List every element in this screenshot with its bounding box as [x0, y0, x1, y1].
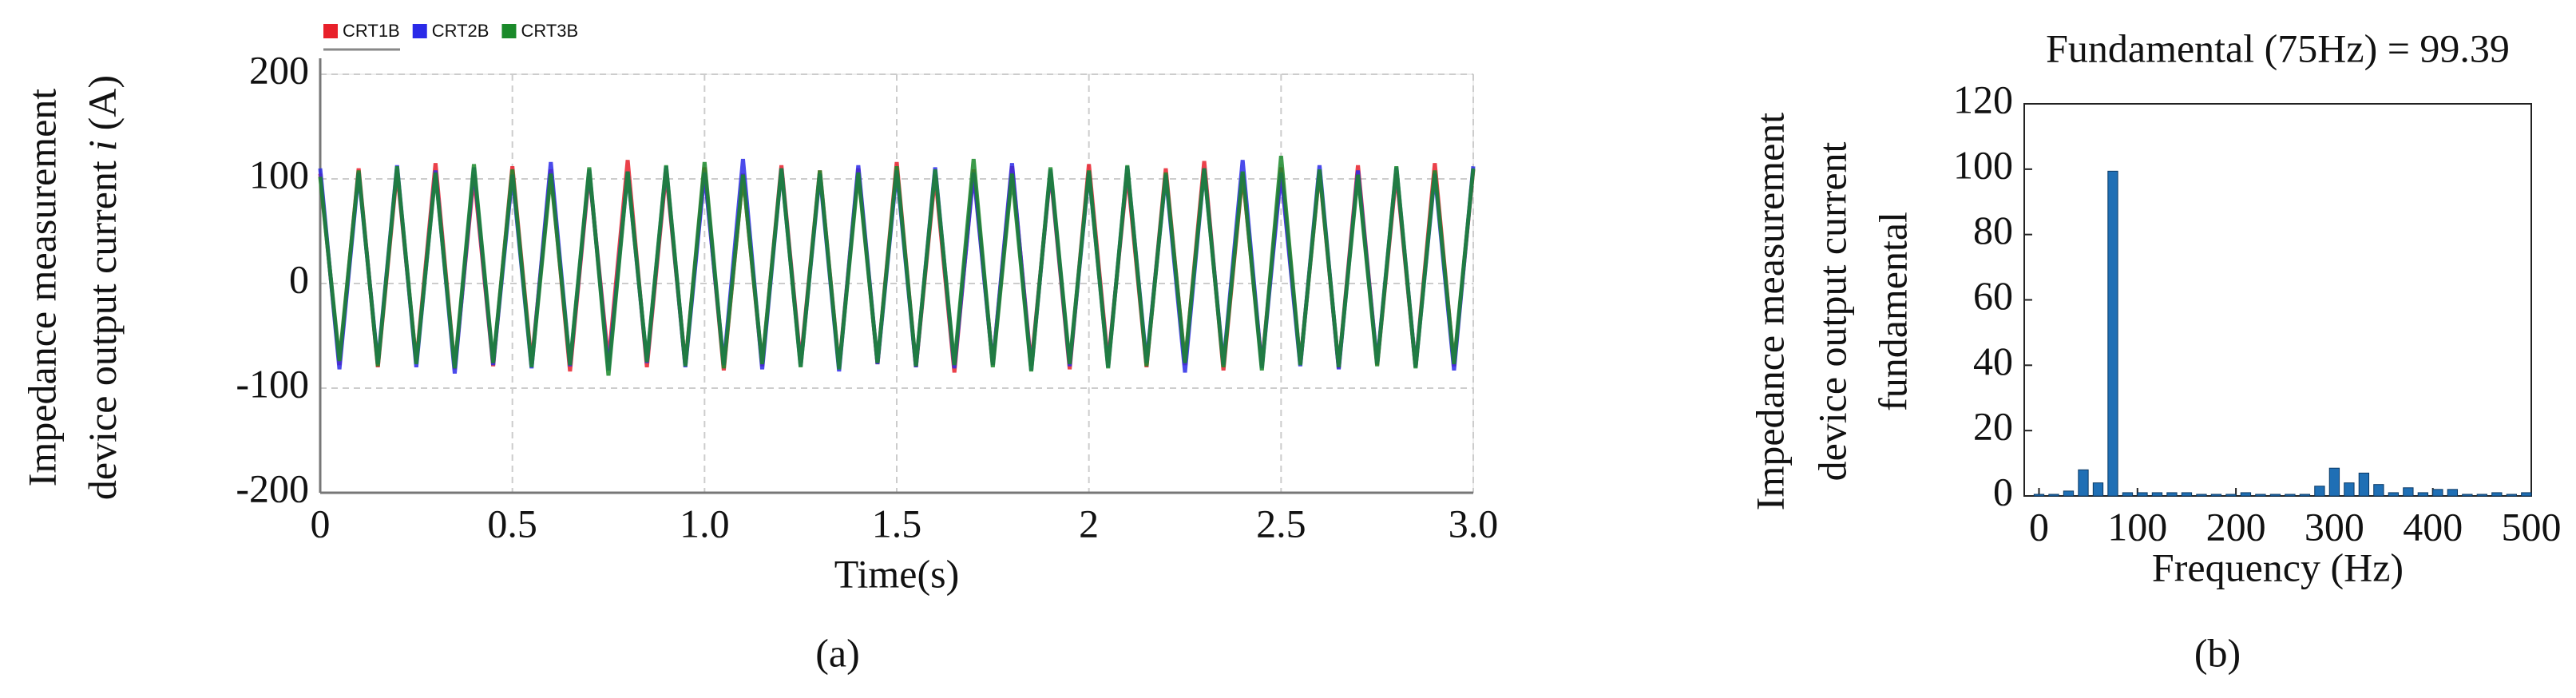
panel-label: (b)	[2194, 630, 2241, 675]
y-axis-label: Impedance measurement	[19, 89, 64, 486]
legend-swatch	[501, 24, 517, 38]
x-tick-label: 1.0	[680, 501, 730, 545]
y-axis-label-part: i	[80, 140, 125, 151]
bar	[2314, 486, 2325, 497]
bar	[2196, 494, 2207, 497]
y-tick-label: 0	[1993, 469, 2013, 514]
x-tick-label: 500	[2502, 504, 2562, 549]
bar	[2476, 494, 2488, 497]
y-axis-label: device output current	[1809, 141, 1854, 481]
y-axis-label: fundamental	[1870, 212, 1915, 411]
y-tick-label: 120	[1953, 77, 2013, 121]
bar	[2092, 482, 2104, 497]
y-tick-label: 200	[249, 47, 309, 92]
bar	[2432, 489, 2443, 497]
y-tick-label: 40	[1973, 339, 2013, 383]
y-axis-label: Impedance measurement	[1747, 113, 1792, 510]
x-tick-label: 2.5	[1256, 501, 1306, 545]
y-axis-label-part: device output current	[80, 161, 125, 500]
bar	[2240, 492, 2252, 497]
x-tick-label: 0.5	[487, 501, 537, 545]
bar	[2269, 494, 2281, 497]
bar	[2462, 494, 2473, 497]
x-tick-label: 100	[2107, 504, 2167, 549]
bar	[2137, 492, 2148, 497]
x-tick-label: 2	[1079, 501, 1099, 545]
bar	[2166, 492, 2178, 497]
bar	[2285, 494, 2296, 497]
y-tick-label: 0	[289, 256, 309, 301]
bar	[2328, 467, 2340, 497]
x-tick-label: 3.0	[1449, 501, 1499, 545]
bar	[2225, 494, 2237, 497]
y-tick-label: -200	[236, 466, 309, 510]
x-tick-label: 1.5	[872, 501, 922, 545]
bar	[2417, 492, 2429, 497]
bar	[2447, 489, 2459, 497]
bar	[2063, 490, 2075, 497]
y-tick-label: 80	[1973, 208, 2013, 252]
bar	[2210, 494, 2222, 497]
legend-label: CRT1B	[343, 21, 400, 41]
y-axis-label-part: (A)	[80, 75, 125, 130]
y-tick-label: 100	[249, 152, 309, 196]
y-tick-label: 20	[1973, 404, 2013, 449]
bar	[2388, 492, 2400, 497]
bar	[2255, 494, 2266, 497]
series-line	[318, 155, 1476, 376]
chart-title: Fundamental (75Hz) = 99.39	[2046, 26, 2510, 70]
x-tick-label: 300	[2305, 504, 2364, 549]
bar	[2107, 170, 2118, 497]
bar	[2151, 492, 2163, 497]
legend-label: CRT3B	[521, 21, 578, 41]
bar	[2403, 487, 2414, 497]
bar	[2122, 492, 2134, 497]
legend-label: CRT2B	[432, 21, 489, 41]
y-tick-label: 100	[1953, 142, 2013, 187]
y-tick-label: -100	[236, 361, 309, 406]
x-tick-label: 400	[2403, 504, 2463, 549]
panel-label: (a)	[815, 630, 860, 675]
legend-swatch	[412, 24, 427, 38]
legend-swatch	[323, 24, 338, 38]
bar	[2344, 482, 2355, 497]
x-axis-label: Frequency (Hz)	[2152, 545, 2404, 589]
bar	[2181, 492, 2193, 497]
bar	[2078, 469, 2089, 497]
plot-area	[2023, 103, 2532, 497]
bar	[2491, 492, 2503, 497]
x-tick-label: 0	[2029, 504, 2049, 549]
bar	[2506, 494, 2518, 497]
y-axis-label: device output current i (A)	[80, 75, 125, 500]
x-tick-label: 0	[311, 501, 331, 545]
bar	[2358, 472, 2370, 497]
bar	[2373, 484, 2384, 497]
bar	[2048, 494, 2059, 497]
x-axis-label: Time(s)	[834, 551, 960, 596]
bar	[2299, 494, 2311, 497]
x-tick-label: 200	[2206, 504, 2266, 549]
y-tick-label: 60	[1973, 273, 2013, 318]
bar	[2033, 494, 2045, 497]
bar	[2521, 492, 2532, 497]
